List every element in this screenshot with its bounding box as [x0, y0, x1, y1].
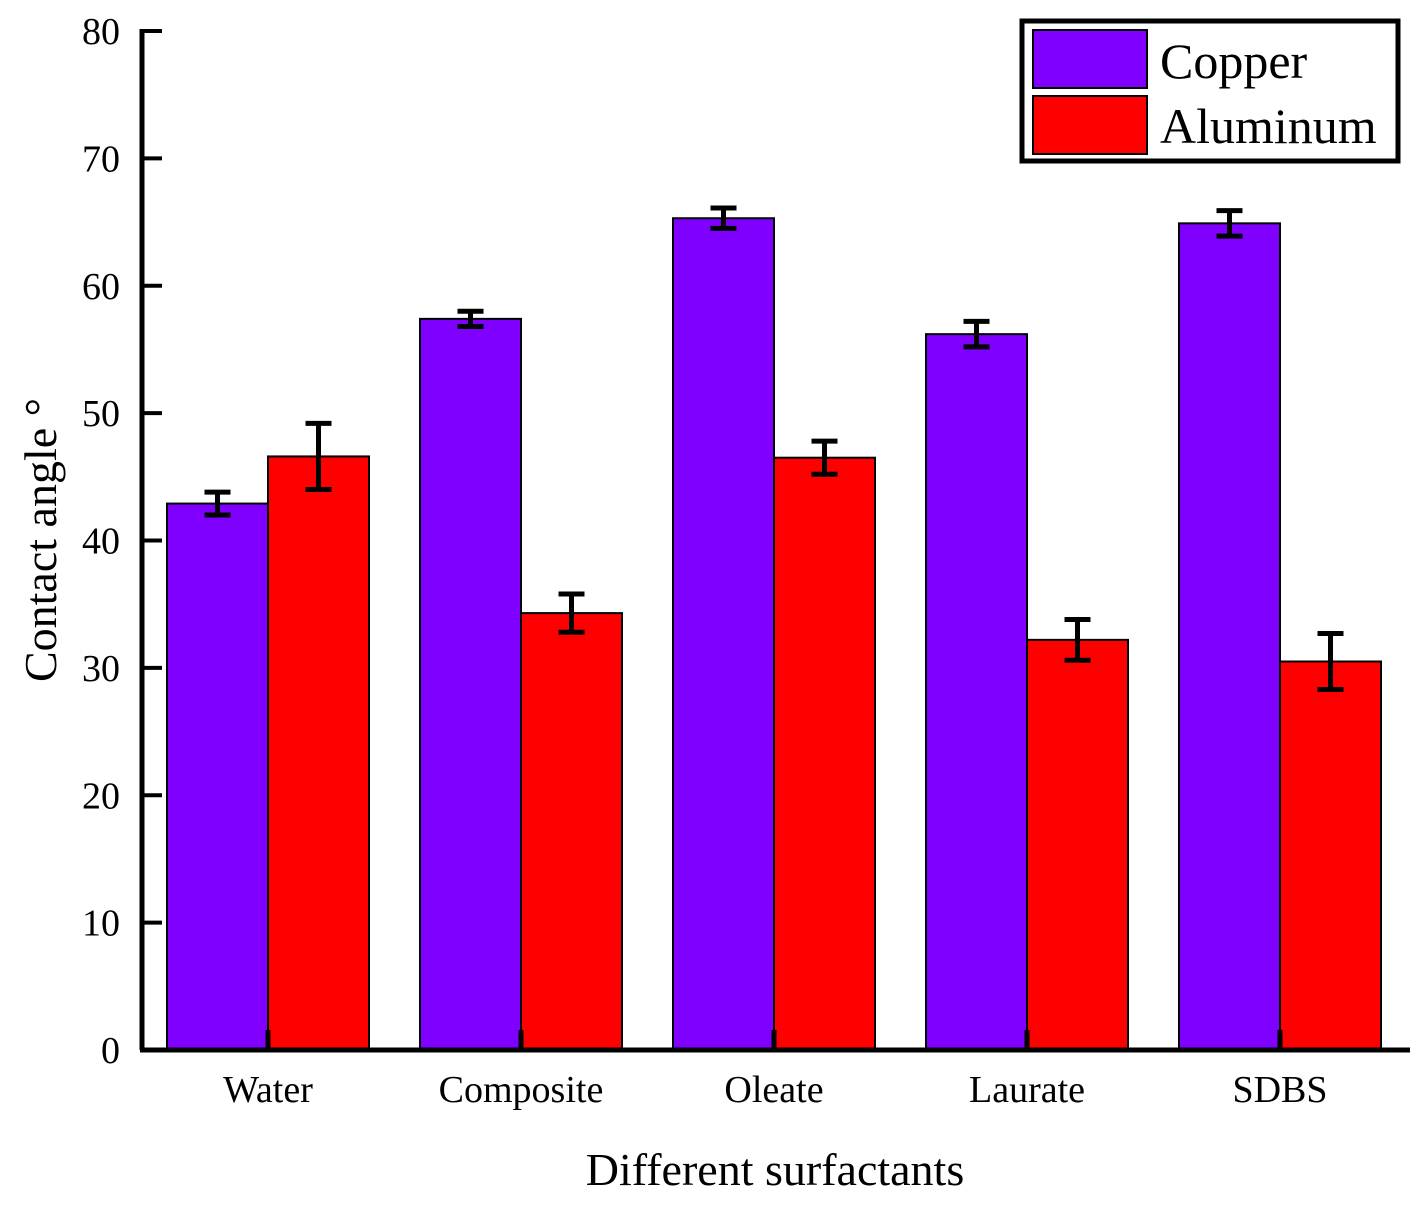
bar-aluminum-composite: [520, 612, 623, 1051]
x-tick-label-laurate: Laurate: [969, 1069, 1085, 1111]
legend-swatch-aluminum: [1032, 95, 1148, 155]
legend-swatch-copper: [1032, 29, 1148, 89]
bar-copper-water: [166, 502, 269, 1051]
x-ticks: Water Composite Oleate Laurate SDBS: [223, 1030, 1328, 1111]
y-ticks: 0 10 20 30 40 50 60 70 80: [82, 11, 162, 1072]
error-bars-layer: [204, 205, 1344, 693]
y-tick-label-50: 50: [82, 393, 120, 435]
y-tick-label-40: 40: [82, 521, 120, 563]
x-axis-title: Different surfactants: [586, 1144, 965, 1195]
bar-aluminum-sdbs: [1279, 660, 1382, 1051]
bar-aluminum-oleate: [773, 456, 876, 1051]
y-tick-label-10: 10: [82, 903, 120, 945]
legend-label-aluminum: Aluminum: [1160, 98, 1377, 154]
x-tick-label-sdbs: SDBS: [1232, 1069, 1327, 1111]
y-axis-title: Contact angle °: [15, 398, 66, 682]
bar-copper-oleate: [672, 217, 775, 1051]
bar-aluminum-laurate: [1026, 638, 1129, 1051]
x-tick-label-water: Water: [223, 1069, 313, 1111]
y-tick-label-20: 20: [82, 775, 120, 817]
bars-layer: [166, 217, 1382, 1051]
bar-copper-sdbs: [1178, 222, 1281, 1051]
y-tick-label-0: 0: [101, 1030, 120, 1072]
bar-copper-composite: [419, 317, 522, 1051]
x-tick-label-oleate: Oleate: [724, 1069, 823, 1111]
legend: Copper Aluminum: [1019, 18, 1401, 164]
y-tick-label-60: 60: [82, 266, 120, 308]
y-tick-label-30: 30: [82, 648, 120, 690]
y-tick-label-70: 70: [82, 138, 120, 180]
bar-copper-laurate: [925, 333, 1028, 1051]
legend-label-copper: Copper: [1160, 33, 1308, 89]
y-tick-label-80: 80: [82, 11, 120, 53]
x-tick-label-composite: Composite: [439, 1069, 604, 1111]
bar-aluminum-water: [267, 455, 370, 1051]
